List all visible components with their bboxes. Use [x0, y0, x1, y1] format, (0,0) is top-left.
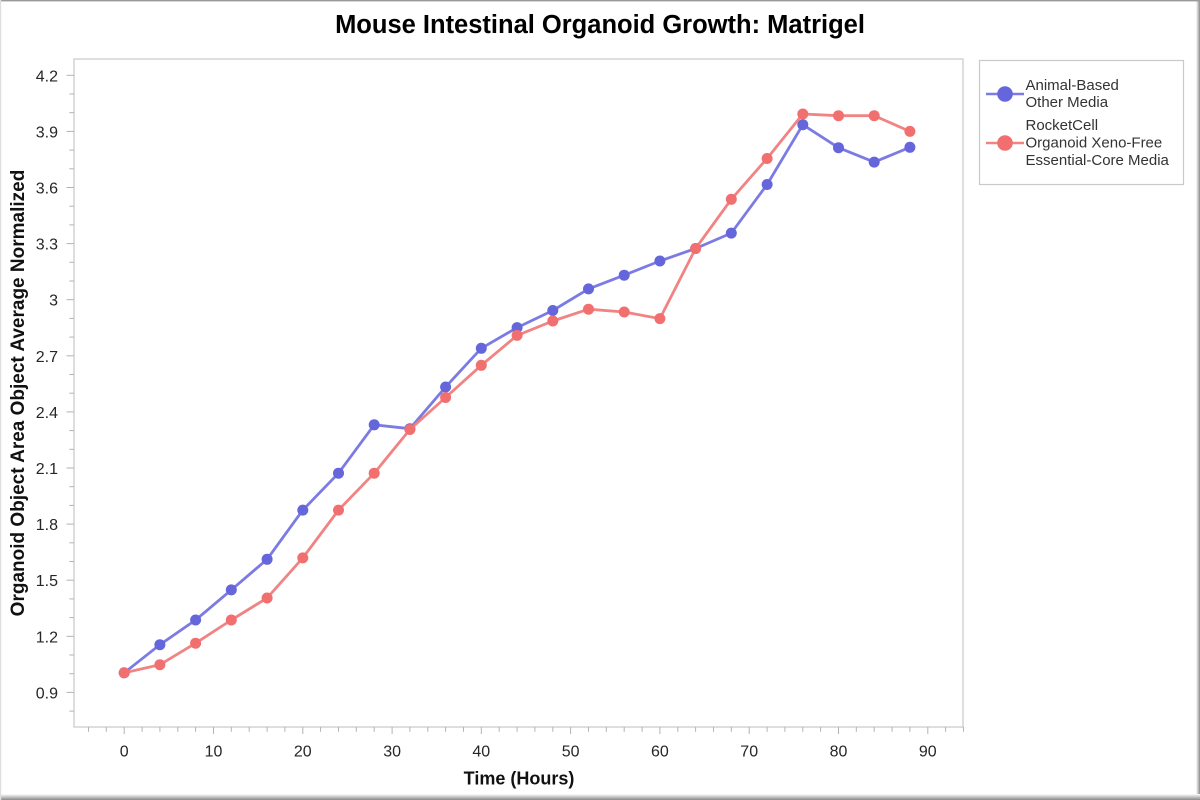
svg-text:Essential-Core Media: Essential-Core Media [1026, 152, 1170, 169]
svg-text:Organoid Object Area Object Av: Organoid Object Area Object Average Norm… [8, 170, 29, 617]
svg-text:50: 50 [562, 744, 580, 761]
svg-text:3.6: 3.6 [36, 181, 58, 198]
svg-text:10: 10 [205, 744, 223, 761]
svg-text:Mouse Intestinal Organoid Grow: Mouse Intestinal Organoid Growth: Matrig… [335, 11, 865, 39]
svg-text:0: 0 [120, 744, 129, 761]
svg-text:4.2: 4.2 [36, 68, 58, 85]
svg-text:Other Media: Other Media [1026, 94, 1109, 111]
svg-text:1.2: 1.2 [36, 629, 58, 646]
svg-text:2.7: 2.7 [36, 349, 58, 366]
svg-text:Time (Hours): Time (Hours) [464, 769, 575, 789]
svg-text:70: 70 [740, 744, 758, 761]
svg-text:3.9: 3.9 [36, 124, 58, 141]
svg-text:2.1: 2.1 [36, 461, 58, 478]
svg-text:1.8: 1.8 [36, 517, 58, 534]
svg-text:1.5: 1.5 [36, 573, 58, 590]
svg-text:90: 90 [919, 744, 937, 761]
svg-text:3: 3 [49, 293, 58, 310]
svg-text:30: 30 [383, 744, 401, 761]
svg-text:RocketCell: RocketCell [1026, 117, 1099, 134]
svg-text:Animal-Based: Animal-Based [1026, 77, 1119, 94]
svg-text:60: 60 [651, 744, 669, 761]
svg-text:80: 80 [830, 744, 848, 761]
svg-text:20: 20 [294, 744, 312, 761]
svg-text:2.4: 2.4 [36, 405, 58, 422]
svg-text:3.3: 3.3 [36, 237, 58, 254]
svg-text:40: 40 [472, 744, 490, 761]
svg-text:0.9: 0.9 [36, 685, 58, 702]
svg-text:Organoid Xeno-Free: Organoid Xeno-Free [1026, 135, 1163, 152]
